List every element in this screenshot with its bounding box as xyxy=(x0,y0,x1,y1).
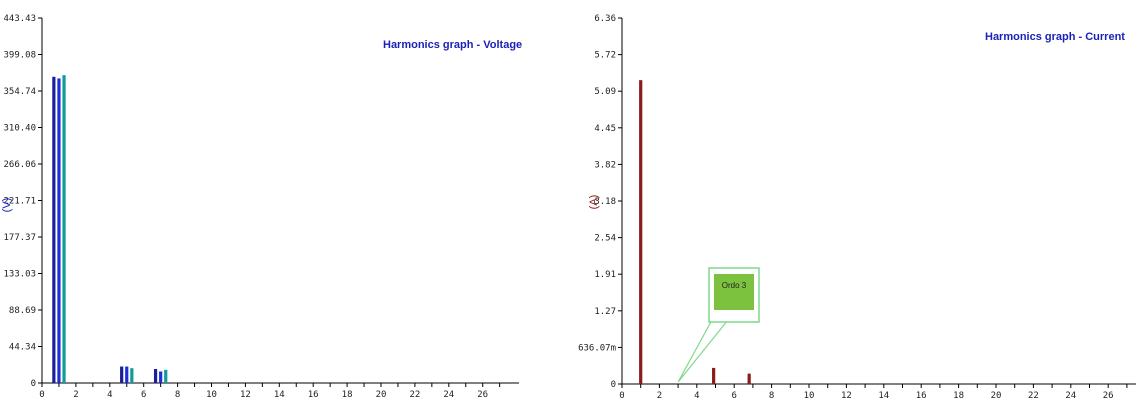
current-x-tick-label: 8 xyxy=(769,391,774,401)
current-y-tick-label: 5.72 xyxy=(594,51,616,61)
voltage-y-tick-label: 266.06 xyxy=(3,160,36,170)
voltage-y-tick-label: 0 xyxy=(31,379,36,389)
voltage-y-tick-label: 354.74 xyxy=(3,87,36,97)
current-y-axis-label: (A) xyxy=(588,195,600,210)
current-x-tick-label: 14 xyxy=(878,391,889,401)
current-y-tick-label: 5.09 xyxy=(594,87,616,97)
voltage-y-axis-label: (V) xyxy=(1,198,13,213)
voltage-x-tick-label: 6 xyxy=(141,390,146,400)
current-x-tick-label: 22 xyxy=(1028,391,1039,401)
current-annotation-label: Ordo 3 xyxy=(722,281,747,290)
voltage-harmonics-chart: 0 44.34 88.69 133.03 177.37 221.71 266.06 310.4… xyxy=(1,14,522,400)
current-y-tick-label: 1.91 xyxy=(594,270,616,280)
voltage-bar xyxy=(153,369,158,383)
voltage-bar xyxy=(164,369,168,383)
current-y-tick-label: 6.36 xyxy=(594,14,616,24)
voltage-chart-title: Harmonics graph - Voltage xyxy=(383,39,522,51)
current-x-tick-label: 6 xyxy=(731,391,736,401)
current-x-tick-label: 20 xyxy=(991,391,1002,401)
current-y-tick-label: 4.45 xyxy=(594,124,616,134)
voltage-y-tick-label: 221.71 xyxy=(3,197,36,207)
voltage-bar xyxy=(120,366,124,383)
voltage-x-tick-label: 20 xyxy=(376,390,387,400)
voltage-bar xyxy=(52,76,56,384)
voltage-y-tick-label: 399.08 xyxy=(3,51,36,61)
current-y-tick-label: 636.07m xyxy=(578,343,616,353)
current-bar xyxy=(747,373,751,384)
voltage-bar xyxy=(57,78,61,383)
voltage-bar xyxy=(62,75,66,383)
voltage-y-tick-label: 44.34 xyxy=(9,343,36,353)
current-annotation-fill xyxy=(714,274,754,310)
voltage-x-tick-label: 2 xyxy=(73,390,78,400)
current-y-tick-label: 3.82 xyxy=(594,160,616,170)
current-annotation-pointer xyxy=(677,319,730,383)
voltage-bar xyxy=(130,368,134,383)
current-x-tick-label: 10 xyxy=(804,391,815,401)
current-x-tick-label: 26 xyxy=(1103,391,1114,401)
voltage-bar xyxy=(159,371,163,383)
voltage-y-tick-label: 443.43 xyxy=(3,14,36,24)
voltage-y-tick-label: 177.37 xyxy=(3,233,36,243)
voltage-x-tick-label: 12 xyxy=(240,390,251,400)
voltage-y-tick-label: 88.69 xyxy=(9,306,36,316)
voltage-x-tick-label: 22 xyxy=(409,390,420,400)
voltage-x-tick-label: 18 xyxy=(342,390,353,400)
current-x-tick-label: 2 xyxy=(657,391,662,401)
current-y-tick-label: 2.54 xyxy=(594,234,616,244)
current-y-tick-label: 3.18 xyxy=(594,197,616,207)
current-harmonics-chart: 0 636.07m 1.27 1.91 2.54 3.18 3.82 4.45 5.09 5.72… xyxy=(578,14,1136,401)
voltage-x-tick-label: 0 xyxy=(39,390,44,400)
current-bar xyxy=(639,80,643,384)
current-x-tick-label: 16 xyxy=(916,391,927,401)
voltage-y-tick-label: 310.40 xyxy=(3,124,36,134)
current-x-tick-label: 12 xyxy=(841,391,852,401)
voltage-x-tick-label: 26 xyxy=(477,390,488,400)
voltage-y-tick-label: 133.03 xyxy=(3,270,36,280)
voltage-x-tick-label: 8 xyxy=(175,390,180,400)
voltage-x-tick-label: 14 xyxy=(274,390,285,400)
current-bar xyxy=(712,367,716,384)
voltage-x-tick-label: 10 xyxy=(206,390,217,400)
voltage-x-tick-label: 24 xyxy=(443,390,454,400)
current-x-tick-label: 0 xyxy=(619,391,624,401)
voltage-x-tick-label: 16 xyxy=(308,390,319,400)
voltage-x-tick-label: 4 xyxy=(107,390,112,400)
current-x-tick-label: 4 xyxy=(694,391,699,401)
current-y-tick-label: 1.27 xyxy=(594,307,616,317)
voltage-bar xyxy=(125,366,129,383)
current-chart-title: Harmonics graph - Current xyxy=(985,31,1125,43)
current-y-tick-label: 0 xyxy=(611,380,616,390)
current-x-tick-label: 18 xyxy=(953,391,964,401)
current-x-tick-label: 24 xyxy=(1065,391,1076,401)
